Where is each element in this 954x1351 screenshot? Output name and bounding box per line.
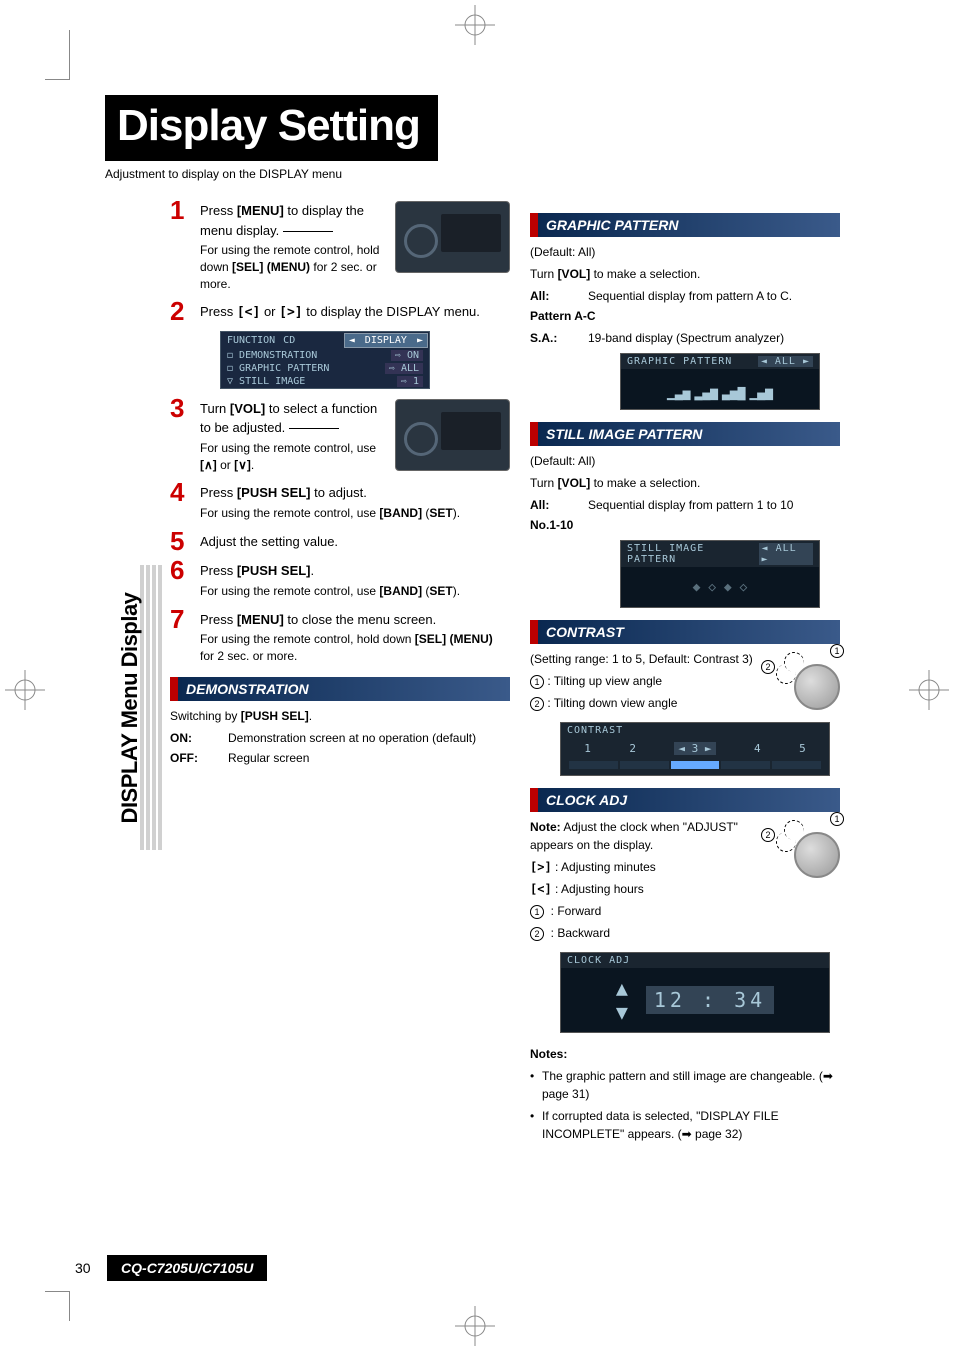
clock-header: CLOCK ADJ [530,788,840,812]
step-note: For using the remote control, hold down … [200,631,510,665]
step-3: 3 Turn [VOL] to select a function to be … [170,399,510,474]
step-number: 5 [170,526,184,557]
step-1: 1 Press [MENU] to display the menu displ… [170,201,510,292]
step-6: 6 Press [PUSH SEL]. For using the remote… [170,561,510,599]
clock-lcd: CLOCK ADJ ▲▼12 : 34 [560,952,830,1033]
notes-list: The graphic pattern and still image are … [530,1067,840,1143]
default-text: (Default: All) [530,243,840,261]
menu-lcd: FUNCTION CD ◄ DISPLAY ► ◻ DEMONSTRATION⇨… [220,331,430,389]
registration-mark [909,670,949,710]
graphic-pattern-lcd: GRAPHIC PATTERN◄ ALL ► ▁▃▅▂▄▆▃▅▇▁▄▆ [620,353,820,410]
demonstration-switch: Switching by [PUSH SEL]. [170,707,510,725]
contrast-lcd: CONTRAST 1 2 ◄ 3 ► 4 5 [560,722,830,776]
page-footer: 30 CQ-C7205U/C7105U [75,1255,267,1281]
crop-mark-tl [45,30,70,80]
step-number: 7 [170,604,184,635]
knob-diagram: 1 2 [765,650,840,710]
step-note: For using the remote control, use [BAND]… [200,583,510,600]
page-title: Display Setting [105,95,438,161]
step-number: 4 [170,477,184,508]
step-number: 1 [170,195,184,226]
page-content: Display Setting Adjustment to display on… [105,95,845,1147]
graphic-pattern-header: GRAPHIC PATTERN [530,213,840,237]
step-4: 4 Press [PUSH SEL] to adjust. For using … [170,483,510,521]
page-subtitle: Adjustment to display on the DISPLAY men… [105,167,845,181]
step-number: 6 [170,555,184,586]
step-5: 5 Adjust the setting value. [170,532,510,552]
demonstration-header: DEMONSTRATION [170,677,510,701]
still-image-lcd: STILL IMAGE PATTERN◄ ALL ► ◆ ◇ ◆ ◇ [620,540,820,608]
step-2: 2 Press [<] or [>] to display the DISPLA… [170,302,510,389]
step-number: 3 [170,393,184,424]
knob-diagram: 1 2 [765,818,840,878]
side-tab-label: DISPLAY Menu Display [117,568,143,848]
right-column: GRAPHIC PATTERN (Default: All) Turn [VOL… [530,201,840,1147]
device-illustration [395,201,510,273]
registration-mark [455,1306,495,1346]
contrast-header: CONTRAST [530,620,840,644]
left-column: 1 Press [MENU] to display the menu displ… [170,201,510,769]
step-note: For using the remote control, use [BAND]… [200,505,510,522]
crop-mark-bl [45,1291,70,1321]
step-7: 7 Press [MENU] to close the menu screen.… [170,610,510,665]
side-tab: DISPLAY Menu Display [105,565,160,850]
registration-mark [455,5,495,45]
step-number: 2 [170,296,184,327]
registration-mark [5,670,45,710]
note-item: If corrupted data is selected, "DISPLAY … [530,1107,840,1143]
note-item: The graphic pattern and still image are … [530,1067,840,1103]
default-text: (Default: All) [530,452,840,470]
page-number: 30 [75,1260,91,1276]
still-image-header: STILL IMAGE PATTERN [530,422,840,446]
device-illustration [395,399,510,471]
model-number: CQ-C7205U/C7105U [107,1255,267,1281]
